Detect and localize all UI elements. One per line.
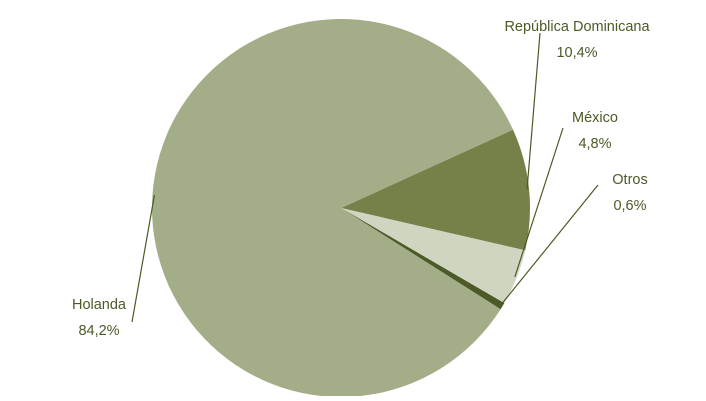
slice-label-holanda: Holanda	[72, 297, 127, 313]
slice-value-republica-dominicana: 10,4%	[556, 45, 597, 61]
slice-value-mexico: 4,8%	[578, 136, 611, 152]
slice-label-mexico: México	[572, 110, 618, 126]
pie-slices	[151, 19, 530, 397]
leader-line-otros	[500, 184, 599, 306]
slice-value-otros: 0,6%	[613, 198, 646, 214]
leader-line-mexico	[514, 127, 564, 277]
pie-leader-lines	[131, 32, 599, 323]
pie-slice-holanda	[151, 19, 513, 397]
slice-label-republica-dominicana: República Dominicana	[504, 19, 650, 35]
pie-slice-mexico	[341, 208, 526, 304]
slice-label-otros: Otros	[612, 172, 647, 188]
pie-labels: República Dominicana 10,4% México 4,8% Otros…	[72, 19, 650, 339]
slice-value-holanda: 84,2%	[78, 323, 119, 339]
leader-line-holanda	[131, 195, 156, 323]
pie-slice-republica-dominicana	[341, 129, 530, 251]
leader-line-republica-dominicana	[526, 32, 541, 190]
pie-slice-otros	[341, 208, 505, 310]
